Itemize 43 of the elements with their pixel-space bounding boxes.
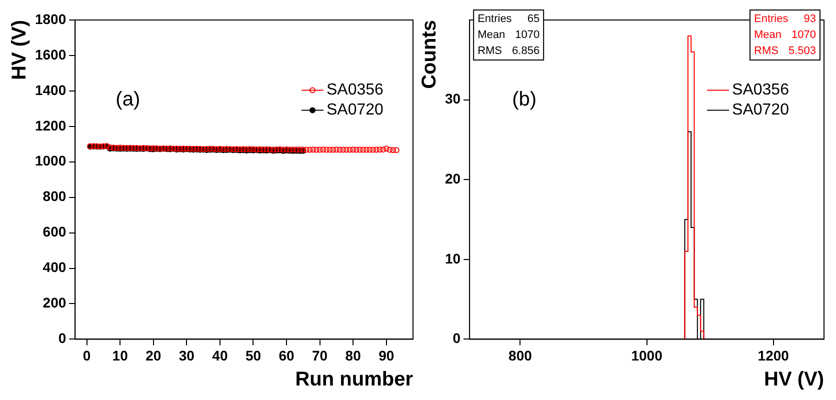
y-tick-label: 1600 <box>34 46 66 62</box>
y-tick-label: 200 <box>42 294 66 311</box>
y-tick-label: 600 <box>42 224 66 240</box>
legend-label: SA0356 <box>732 82 790 99</box>
x-tick-label: 60 <box>278 347 295 364</box>
annotation: Mean 1070 <box>754 29 816 42</box>
x-tick-label: 800 <box>508 347 532 364</box>
annotation: Mean 1070 <box>478 29 540 42</box>
y-tick-label: 1400 <box>34 82 66 98</box>
y-tick-label: 400 <box>42 259 66 276</box>
annotation: (a) <box>116 88 140 110</box>
y-tick-label: 10 <box>444 250 461 266</box>
y-axis-title: Counts <box>418 20 441 89</box>
y-tick-label: 1800 <box>34 10 66 27</box>
legend-label: SA0720 <box>326 102 384 119</box>
y-tick-label: 1200 <box>34 117 66 134</box>
x-tick-label: 70 <box>312 347 328 364</box>
x-axis-title: HV (V) <box>764 368 824 391</box>
x-axis-title: Run number <box>295 368 414 391</box>
x-tick-label: 80 <box>345 347 362 364</box>
y-tick-label: 20 <box>444 170 461 186</box>
x-tick-label: 30 <box>178 347 195 364</box>
y-tick-label: 800 <box>42 188 66 204</box>
legend-label: SA0356 <box>326 82 384 99</box>
x-tick-label: 10 <box>112 347 128 364</box>
y-tick-label: 1000 <box>34 152 66 169</box>
x-tick-label: 50 <box>245 347 262 364</box>
y-tick-label: 0 <box>58 330 66 346</box>
annotation: RMS 6.856 <box>478 45 540 58</box>
annotation: RMS 5.503 <box>754 45 816 58</box>
y-tick-label: 0 <box>452 330 461 346</box>
x-tick-label: 90 <box>378 347 394 364</box>
x-tick-label: 40 <box>212 347 228 364</box>
x-tick-label: 1200 <box>758 347 790 364</box>
x-tick-label: 20 <box>146 347 162 364</box>
y-axis-title: HV (V) <box>8 20 31 80</box>
x-tick-label: 1000 <box>631 347 663 364</box>
text: Entries 93 <box>754 13 816 26</box>
x-tick-label: 0 <box>82 347 91 364</box>
text: Entries 65 <box>478 13 540 26</box>
legend-label: SA0720 <box>732 102 790 119</box>
y-tick-label: 30 <box>444 90 461 107</box>
annotation: (b) <box>512 88 537 110</box>
